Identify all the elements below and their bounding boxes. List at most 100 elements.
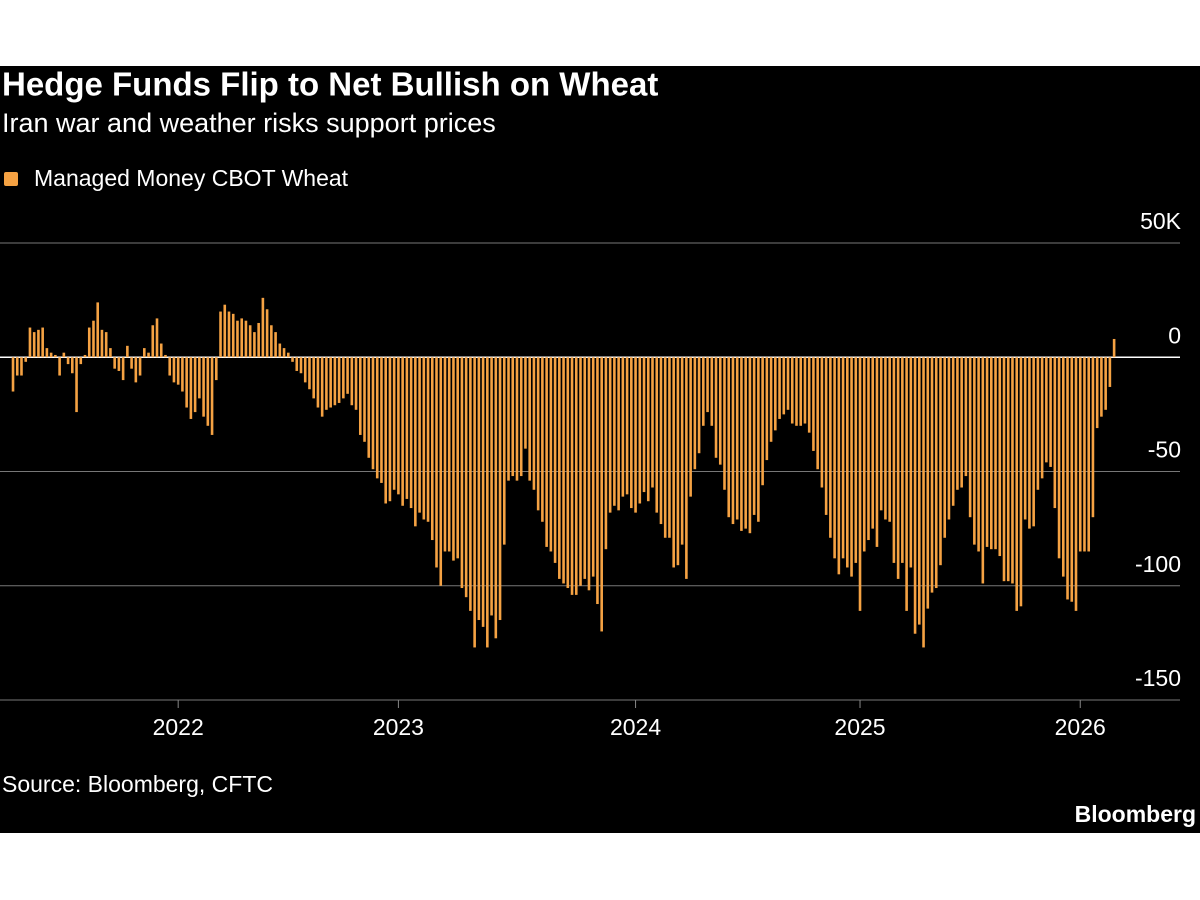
- bar: [973, 357, 976, 545]
- bar: [930, 357, 934, 593]
- bar: [786, 357, 790, 410]
- bar: [316, 357, 320, 408]
- y-tick-label: -150: [1135, 665, 1181, 691]
- bar: [490, 357, 493, 616]
- bar: [718, 357, 722, 465]
- bar: [257, 322, 260, 358]
- bar: [397, 357, 400, 495]
- bar: [731, 357, 735, 525]
- bar: [159, 343, 163, 358]
- bar: [634, 357, 637, 513]
- bar: [934, 357, 938, 589]
- bar: [126, 345, 129, 358]
- bar: [1112, 338, 1116, 358]
- bar: [473, 357, 476, 648]
- bar: [858, 357, 862, 611]
- y-tick-label: -100: [1135, 551, 1181, 577]
- bar: [286, 352, 290, 358]
- bar: [613, 357, 616, 506]
- bar: [75, 357, 78, 413]
- bar: [375, 357, 379, 479]
- bar: [172, 357, 176, 383]
- bar: [303, 357, 307, 383]
- bar: [528, 357, 531, 481]
- bar: [486, 357, 489, 648]
- bar: [752, 357, 756, 515]
- bar: [189, 357, 193, 419]
- bar: [193, 357, 197, 413]
- bar: [621, 357, 625, 497]
- bar: [388, 357, 392, 502]
- bar: [553, 357, 557, 563]
- bar: [1006, 357, 1010, 582]
- bar: [244, 320, 248, 358]
- bar: [291, 357, 294, 362]
- bar: [469, 357, 472, 611]
- bar: [134, 357, 138, 383]
- bar: [748, 357, 752, 534]
- bar: [325, 357, 328, 410]
- bar: [1053, 357, 1057, 509]
- x-tick-label: 2024: [610, 714, 661, 740]
- bar: [409, 357, 413, 509]
- bar: [181, 357, 184, 392]
- bar: [782, 357, 786, 415]
- bar: [392, 357, 396, 490]
- bar: [558, 357, 561, 579]
- bar: [1040, 357, 1044, 479]
- bar: [778, 357, 781, 419]
- bar: [342, 357, 345, 399]
- bar: [871, 357, 875, 529]
- bar: [477, 357, 481, 621]
- bar: [926, 357, 930, 609]
- bar: [363, 357, 366, 442]
- bar: [1066, 357, 1069, 600]
- bar: [308, 357, 311, 390]
- bar: [1019, 357, 1023, 607]
- bar: [422, 357, 426, 520]
- bar: [820, 357, 824, 488]
- bar: [295, 357, 299, 371]
- x-tick-label: 2025: [834, 714, 885, 740]
- bar: [456, 357, 459, 559]
- bar: [265, 309, 269, 358]
- bar: [282, 348, 286, 358]
- bar: [829, 357, 832, 538]
- bar: [1100, 357, 1103, 417]
- bar: [164, 354, 167, 358]
- bar: [545, 357, 548, 547]
- bar: [1011, 357, 1014, 584]
- bar: [837, 357, 841, 575]
- bar: [227, 311, 231, 358]
- chart-title: Hedge Funds Flip to Net Bullish on Wheat: [2, 66, 658, 103]
- bar: [740, 357, 743, 531]
- bar: [943, 357, 947, 538]
- bar: [659, 357, 663, 525]
- bar: [121, 357, 125, 381]
- bar: [862, 357, 866, 552]
- bar: [138, 357, 142, 376]
- bar: [333, 357, 337, 406]
- bar: [405, 357, 409, 499]
- source-note: Source: Bloomberg, CFTC: [2, 771, 273, 797]
- bar: [549, 357, 553, 552]
- bar: [960, 357, 963, 488]
- bar: [155, 318, 159, 358]
- bar: [824, 357, 828, 515]
- bar: [20, 357, 23, 376]
- bar: [380, 357, 383, 483]
- bar: [350, 357, 354, 406]
- bar: [214, 357, 218, 381]
- bar: [447, 357, 451, 552]
- bar: [202, 357, 205, 417]
- bar: [579, 357, 582, 586]
- bar: [574, 357, 578, 595]
- bar: [850, 357, 853, 577]
- bar: [87, 327, 91, 358]
- bar: [816, 357, 819, 470]
- bar: [498, 357, 502, 621]
- bar: [1032, 357, 1035, 527]
- bar: [795, 357, 798, 426]
- bar: [430, 357, 434, 541]
